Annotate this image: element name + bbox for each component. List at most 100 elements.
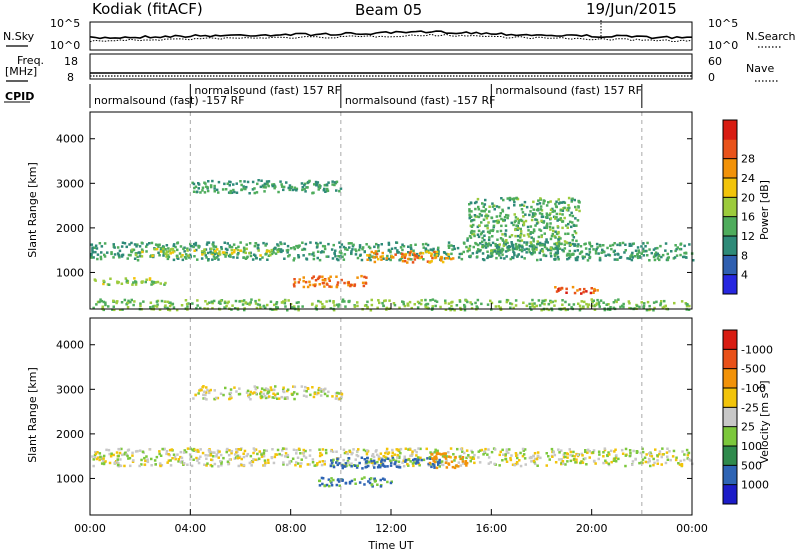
heatmap-cell bbox=[247, 394, 250, 397]
heatmap-cell bbox=[556, 225, 560, 228]
heatmap-cell bbox=[123, 464, 126, 468]
heatmap-cell bbox=[338, 251, 342, 254]
heatmap-cell bbox=[553, 254, 557, 258]
heatmap-cell bbox=[486, 303, 490, 306]
heatmap-cell bbox=[232, 243, 236, 246]
heatmap-cell bbox=[341, 466, 344, 470]
cpid-program-label: normalsound (fast) -157 RF bbox=[94, 94, 245, 107]
heatmap-cell bbox=[169, 464, 173, 467]
heatmap-cell bbox=[567, 204, 570, 207]
heatmap-cell bbox=[536, 451, 540, 454]
heatmap-cell bbox=[531, 305, 534, 308]
heatmap-cell bbox=[245, 247, 248, 251]
heatmap-cell bbox=[444, 301, 447, 305]
heatmap-cell bbox=[416, 300, 420, 304]
heatmap-cell bbox=[621, 241, 625, 245]
heatmap-cell bbox=[500, 197, 503, 200]
heatmap-cell bbox=[527, 235, 531, 238]
heatmap-cell bbox=[274, 385, 277, 388]
heatmap-cell bbox=[519, 236, 522, 239]
heatmap-cell bbox=[118, 308, 122, 311]
heatmap-cell bbox=[134, 283, 138, 286]
heatmap-cell bbox=[401, 252, 404, 256]
heatmap-cell bbox=[607, 462, 610, 465]
heatmap-cell bbox=[594, 249, 598, 253]
heatmap-cell bbox=[630, 253, 633, 257]
heatmap-cell bbox=[537, 235, 541, 239]
heatmap-cell bbox=[273, 455, 277, 459]
heatmap-cell bbox=[262, 185, 265, 189]
heatmap-cell bbox=[293, 307, 296, 310]
heatmap-cell bbox=[434, 304, 437, 308]
heatmap-cell bbox=[563, 243, 566, 246]
heatmap-cell bbox=[505, 460, 509, 463]
heatmap-cell bbox=[149, 306, 152, 309]
heatmap-cell bbox=[410, 258, 413, 261]
heatmap-cell bbox=[358, 246, 362, 249]
heatmap-cell bbox=[131, 283, 134, 286]
heatmap-cell bbox=[158, 452, 161, 456]
heatmap-cell bbox=[148, 448, 152, 451]
heatmap-cell bbox=[228, 244, 231, 247]
heatmap-cell bbox=[569, 243, 572, 247]
heatmap-cell bbox=[375, 252, 379, 256]
heatmap-cell bbox=[315, 246, 319, 249]
heatmap-cell bbox=[377, 249, 380, 253]
heatmap-cell bbox=[96, 253, 100, 256]
heatmap-cell bbox=[200, 250, 204, 253]
heatmap-cell bbox=[182, 451, 186, 454]
heatmap-cell bbox=[673, 301, 676, 305]
heatmap-cell bbox=[267, 390, 271, 393]
heatmap-cell bbox=[264, 461, 267, 465]
heatmap-cell bbox=[353, 304, 356, 307]
heatmap-cell bbox=[579, 245, 583, 248]
heatmap-cell bbox=[277, 397, 281, 400]
heatmap-cell bbox=[664, 461, 668, 465]
heatmap-cell bbox=[116, 458, 119, 461]
nave-label: Nave bbox=[746, 62, 774, 75]
heatmap-cell bbox=[358, 461, 361, 465]
heatmap-cell bbox=[166, 257, 170, 261]
heatmap-cell bbox=[433, 455, 436, 459]
heatmap-cell bbox=[207, 241, 211, 244]
heatmap-cell bbox=[682, 458, 686, 462]
heatmap-cell bbox=[535, 457, 539, 461]
heatmap-cell bbox=[257, 243, 260, 247]
heatmap-cell bbox=[280, 183, 283, 186]
heatmap-cell bbox=[124, 451, 127, 454]
heatmap-cell bbox=[205, 256, 208, 259]
heatmap-cell bbox=[515, 461, 519, 464]
heatmap-cell bbox=[384, 451, 387, 455]
heatmap-cell bbox=[482, 453, 485, 456]
heatmap-cell bbox=[160, 464, 164, 467]
heatmap-cell bbox=[623, 251, 626, 254]
heatmap-cell bbox=[263, 388, 266, 392]
heatmap-cell bbox=[186, 463, 189, 466]
heatmap-cell bbox=[174, 457, 177, 461]
heatmap-cell bbox=[407, 448, 410, 451]
heatmap-cell bbox=[465, 456, 468, 460]
heatmap-cell bbox=[160, 299, 164, 303]
heatmap-cell bbox=[192, 397, 195, 400]
heatmap-cell bbox=[501, 253, 504, 256]
heatmap-cell bbox=[403, 457, 406, 461]
heatmap-cell bbox=[249, 390, 253, 394]
heatmap-cell bbox=[266, 182, 269, 185]
heatmap-cell bbox=[337, 392, 341, 395]
heatmap-cell bbox=[301, 188, 304, 192]
heatmap-cell bbox=[191, 181, 194, 185]
heatmap-cell bbox=[444, 299, 447, 302]
heatmap-cell bbox=[316, 250, 320, 253]
heatmap-cell bbox=[126, 305, 130, 309]
heatmap-cell bbox=[372, 459, 376, 463]
heatmap-cell bbox=[541, 299, 544, 303]
heatmap-cell bbox=[332, 301, 335, 304]
heatmap-cell bbox=[366, 300, 369, 304]
heatmap-cell bbox=[197, 457, 201, 460]
heatmap-cell bbox=[476, 248, 480, 251]
heatmap-cell bbox=[210, 464, 214, 468]
date-title: 19/Jun/2015 bbox=[586, 0, 677, 18]
heatmap-cell bbox=[480, 448, 484, 452]
heatmap-cell bbox=[496, 230, 499, 233]
heatmap-cell bbox=[583, 287, 586, 291]
